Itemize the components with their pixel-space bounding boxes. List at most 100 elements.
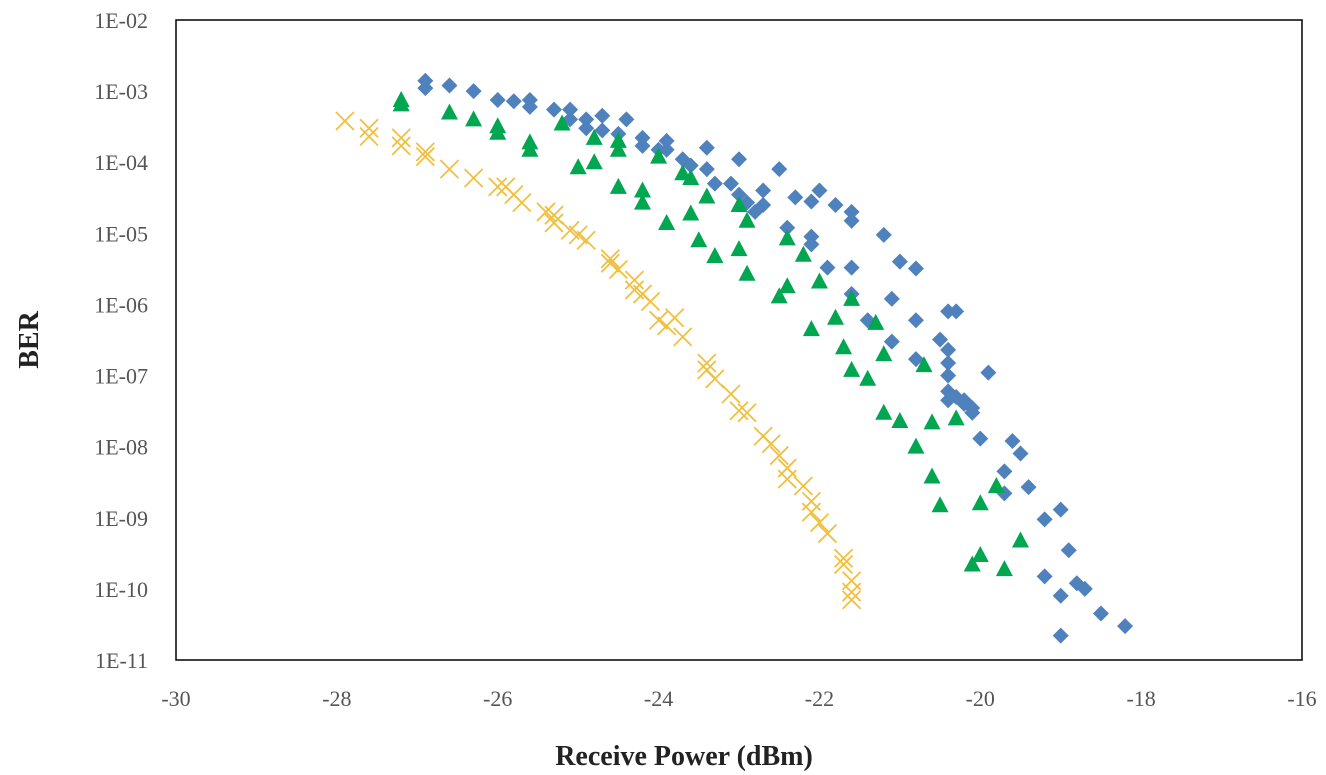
y-tick-label: 1E-10 — [94, 577, 148, 602]
data-point-series-1 — [594, 122, 611, 139]
data-point-series-2 — [706, 247, 724, 264]
x-tick-label: -16 — [1287, 686, 1316, 711]
x-tick-label: -24 — [644, 686, 673, 711]
data-point-series-2 — [650, 147, 668, 164]
data-point-series-3 — [335, 111, 355, 131]
data-point-series-2 — [392, 95, 410, 112]
y-tick-label: 1E-02 — [94, 8, 148, 33]
data-point-series-1 — [1012, 445, 1029, 462]
x-axis-ticks: -30 -28 -26 -24 -22 -20 -18 -16 — [161, 686, 1316, 711]
y-tick-label: 1E-11 — [95, 648, 148, 673]
data-point-series-3 — [439, 159, 460, 179]
data-point-series-1 — [706, 175, 723, 192]
data-point-series-3 — [801, 502, 822, 522]
data-point-series-3 — [544, 213, 564, 233]
data-point-series-2 — [489, 123, 507, 140]
data-point-series-1 — [731, 151, 747, 168]
data-point-series-2 — [875, 345, 893, 362]
data-point-series-2 — [698, 187, 716, 204]
data-point-series-3 — [841, 590, 862, 610]
data-point-series-2 — [609, 131, 627, 148]
data-point-series-2 — [690, 231, 708, 248]
data-points — [335, 72, 1134, 644]
data-point-series-1 — [843, 212, 860, 229]
data-point-series-3 — [737, 403, 757, 423]
data-point-series-1 — [940, 355, 957, 372]
data-point-series-2 — [971, 494, 989, 511]
data-point-series-1 — [698, 161, 715, 178]
data-point-series-1 — [1060, 542, 1077, 559]
data-point-series-3 — [463, 168, 484, 188]
data-point-series-2 — [907, 437, 925, 454]
data-point-series-1 — [441, 77, 458, 94]
data-point-series-3 — [415, 146, 435, 167]
data-point-series-1 — [698, 139, 715, 156]
x-axis-title: Receive Power (dBm) — [555, 741, 813, 772]
data-point-series-3 — [833, 554, 854, 575]
y-axis-title: BER — [14, 310, 45, 368]
data-point-series-3 — [608, 259, 628, 280]
data-point-series-3 — [833, 548, 854, 568]
data-point-series-1 — [658, 141, 675, 158]
data-point-series-2 — [682, 204, 700, 221]
data-point-series-3 — [761, 434, 781, 454]
data-point-series-2 — [633, 181, 651, 198]
data-point-series-2 — [859, 369, 877, 386]
data-point-series-2 — [995, 560, 1013, 577]
y-tick-label: 1E-03 — [94, 79, 148, 104]
data-point-series-2 — [915, 356, 933, 373]
data-point-series-1 — [489, 91, 506, 108]
data-point-series-3 — [359, 118, 379, 138]
data-point-series-3 — [640, 291, 661, 312]
data-point-series-1 — [546, 101, 563, 118]
data-point-series-2 — [658, 213, 676, 230]
data-point-series-1 — [465, 83, 482, 100]
data-point-series-3 — [721, 384, 741, 404]
data-point-series-2 — [947, 409, 965, 426]
data-point-series-1 — [755, 182, 772, 199]
y-tick-label: 1E-04 — [94, 150, 148, 175]
data-point-series-3 — [777, 469, 797, 489]
data-point-series-2 — [923, 413, 941, 430]
data-point-series-2 — [778, 229, 796, 246]
data-point-series-1 — [875, 226, 892, 243]
data-point-series-2 — [440, 103, 458, 120]
data-point-series-1 — [811, 182, 828, 199]
data-point-series-3 — [769, 445, 789, 466]
data-point-series-1 — [907, 260, 924, 277]
y-tick-label: 1E-08 — [94, 435, 148, 460]
data-point-series-2 — [931, 496, 949, 513]
plot-area — [175, 19, 1303, 661]
y-tick-label: 1E-09 — [94, 506, 148, 531]
data-point-series-2 — [770, 287, 788, 304]
data-point-series-1 — [827, 197, 844, 214]
data-point-series-1 — [562, 101, 579, 118]
data-point-series-2 — [465, 110, 483, 127]
data-point-series-1 — [1036, 568, 1053, 585]
data-point-series-1 — [972, 430, 989, 447]
data-point-series-3 — [648, 310, 669, 330]
data-point-series-1 — [1052, 587, 1069, 604]
data-point-series-1 — [578, 111, 595, 128]
data-point-series-3 — [512, 193, 532, 213]
data-point-series-1 — [634, 137, 651, 154]
data-point-series-1 — [819, 259, 836, 276]
data-point-series-3 — [488, 177, 508, 197]
data-point-series-2 — [867, 313, 885, 330]
data-point-series-2 — [794, 245, 812, 262]
data-point-series-3 — [673, 327, 693, 347]
data-point-series-3 — [568, 225, 588, 245]
data-point-series-3 — [809, 513, 830, 533]
data-point-series-1 — [521, 98, 538, 115]
data-point-series-1 — [932, 331, 949, 348]
data-point-series-1 — [618, 111, 635, 128]
data-point-series-1 — [1036, 511, 1053, 528]
data-point-series-1 — [940, 341, 957, 358]
data-point-series-2 — [963, 555, 981, 572]
data-point-series-1 — [948, 303, 965, 320]
data-point-series-1 — [883, 333, 900, 350]
data-point-series-1 — [843, 259, 860, 276]
data-point-series-2 — [875, 403, 893, 420]
data-point-series-2 — [633, 193, 651, 210]
